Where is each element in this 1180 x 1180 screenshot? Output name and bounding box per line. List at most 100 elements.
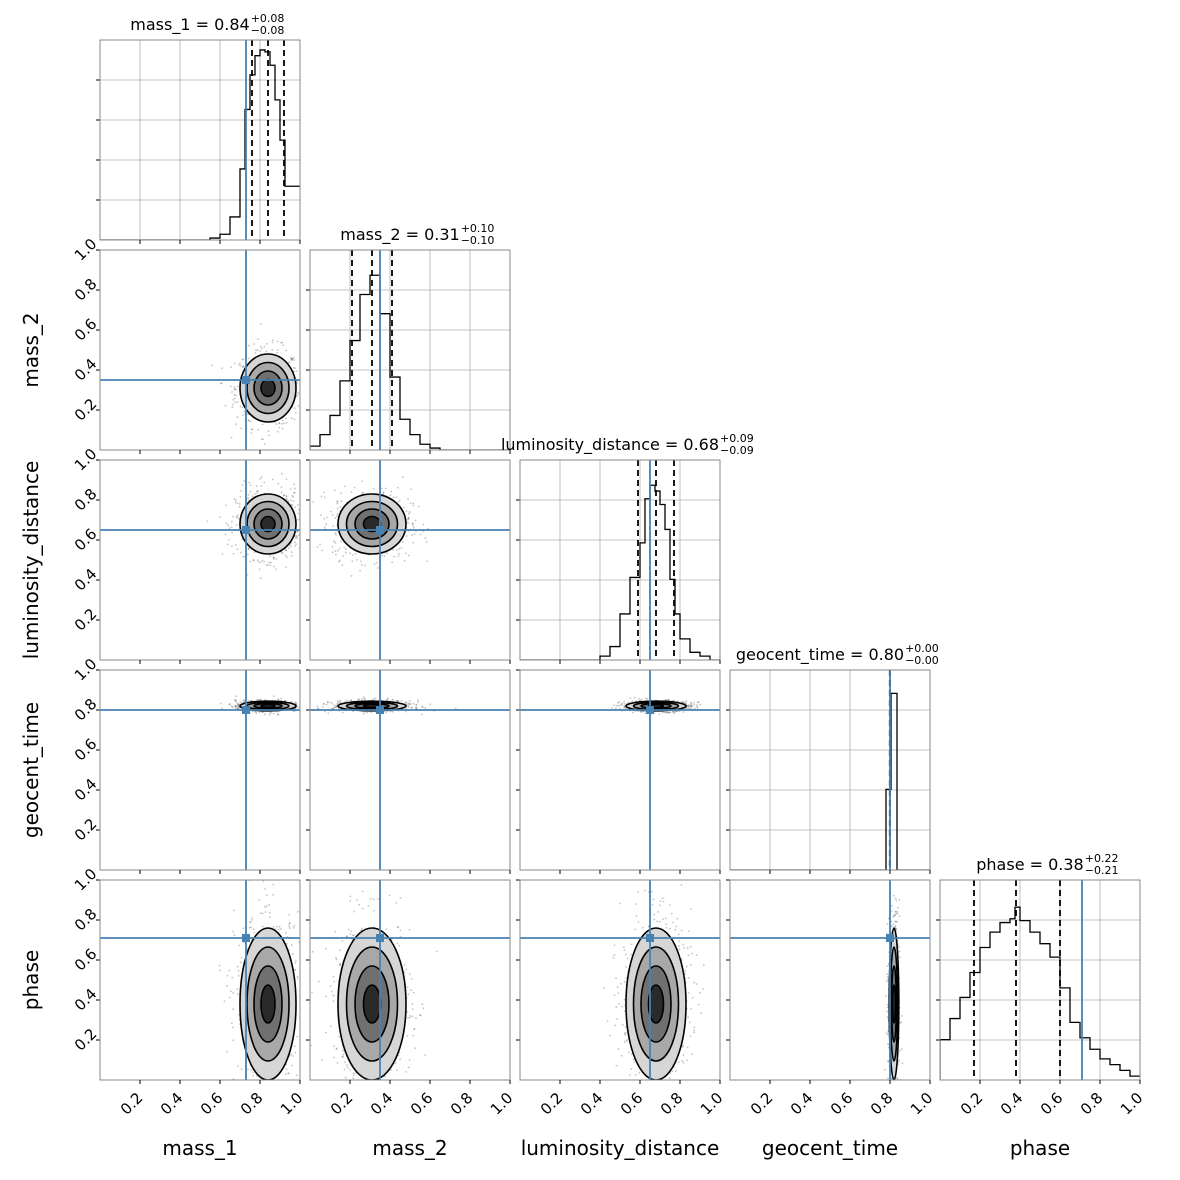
sample-point	[426, 560, 429, 563]
sample-point	[301, 399, 303, 401]
sample-point	[290, 357, 293, 360]
sample-point	[290, 1053, 293, 1056]
sample-point	[414, 530, 417, 533]
sample-point	[275, 423, 278, 426]
sample-point	[629, 697, 632, 700]
sample-point	[285, 549, 288, 552]
sample-point	[686, 704, 689, 707]
sample-point	[284, 932, 287, 934]
sample-point	[274, 1085, 276, 1087]
sample-point	[392, 496, 395, 499]
sample-point	[373, 487, 375, 490]
sample-point	[296, 706, 299, 709]
sample-point	[305, 378, 307, 380]
sample-point	[258, 699, 261, 701]
sample-point	[339, 506, 342, 508]
sample-point	[667, 712, 670, 714]
sample-point	[383, 555, 386, 558]
sample-point	[239, 551, 242, 554]
sample-point	[282, 344, 285, 347]
sample-point	[416, 701, 419, 704]
sample-point	[236, 548, 239, 551]
sample-point	[294, 536, 297, 539]
sample-point	[342, 711, 344, 714]
sample-point	[291, 554, 293, 557]
cell-frame	[729, 669, 931, 871]
sample-point	[240, 427, 243, 430]
sample-point	[289, 921, 291, 924]
sample-point	[251, 495, 254, 497]
sample-point	[285, 478, 288, 481]
sample-point	[402, 541, 404, 543]
sample-point	[336, 512, 339, 515]
sample-point	[408, 512, 410, 515]
sample-point	[288, 925, 291, 928]
sample-point	[259, 477, 262, 480]
sample-point	[273, 565, 275, 568]
sample-point	[289, 488, 292, 490]
sample-point	[381, 487, 384, 490]
sample-point	[265, 894, 268, 897]
sample-point	[302, 541, 304, 543]
sample-point	[281, 427, 284, 430]
sample-point	[275, 558, 278, 560]
sample-point	[305, 704, 307, 706]
sample-point	[260, 1085, 262, 1087]
sample-point	[668, 711, 671, 714]
sample-point	[323, 526, 326, 528]
cell-frame	[309, 459, 511, 661]
sample-point	[265, 1110, 267, 1112]
sample-point	[305, 707, 307, 709]
sample-point	[262, 1148, 264, 1150]
sample-point	[306, 549, 308, 551]
truth-marker	[376, 706, 384, 714]
sample-point	[268, 1110, 270, 1112]
sample-point	[395, 549, 398, 551]
sample-point	[304, 709, 306, 711]
sample-point	[398, 499, 401, 502]
sample-point	[304, 712, 306, 714]
sample-point	[234, 501, 237, 504]
sample-point	[301, 704, 303, 706]
sample-point	[362, 491, 365, 494]
sample-point	[318, 372, 320, 374]
sample-point	[237, 993, 239, 996]
sample-point	[255, 712, 258, 714]
sample-point	[263, 560, 266, 563]
sample-point	[324, 988, 326, 990]
sample-point	[291, 357, 294, 360]
sample-point	[287, 500, 290, 503]
sample-point	[285, 417, 287, 420]
cell-luminosity_distance-vs-mass_2	[306, 459, 511, 664]
sample-point	[242, 365, 245, 368]
sample-point	[251, 917, 254, 919]
sample-point	[332, 707, 335, 710]
sample-point	[276, 352, 279, 354]
sample-point	[264, 442, 266, 445]
truth-marker	[646, 706, 654, 714]
sample-point	[234, 394, 237, 397]
sample-point	[239, 701, 242, 704]
sample-point	[280, 491, 283, 494]
sample-point	[276, 340, 279, 343]
sample-point	[293, 359, 296, 361]
sample-point	[230, 705, 233, 708]
density-level	[261, 379, 275, 397]
contour-line	[246, 500, 290, 548]
sample-point	[250, 432, 253, 434]
sample-point	[257, 490, 260, 493]
sample-point	[282, 1091, 284, 1093]
sample-point	[236, 965, 239, 968]
sample-point	[682, 711, 685, 713]
sample-point	[295, 543, 297, 546]
sample-point	[285, 494, 288, 497]
sample-point	[415, 706, 418, 709]
sample-point	[296, 537, 298, 540]
sample-point	[382, 492, 385, 495]
sample-point	[277, 482, 280, 485]
sample-point	[409, 702, 411, 705]
sample-point	[397, 501, 400, 503]
sample-point	[285, 349, 287, 352]
histogram-step	[520, 484, 720, 660]
sample-point	[237, 703, 240, 706]
